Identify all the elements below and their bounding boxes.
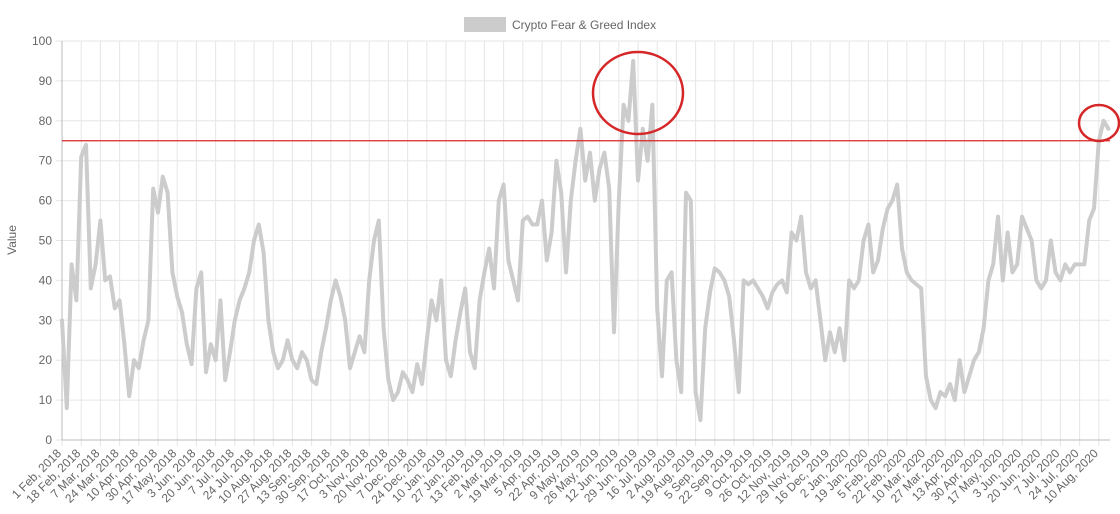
legend-label[interactable]: Crypto Fear & Greed Index <box>512 18 656 32</box>
y-axis-title: Value <box>5 225 19 255</box>
y-tick-label: 100 <box>32 34 52 48</box>
y-tick-label: 90 <box>39 74 53 88</box>
y-tick-label: 30 <box>39 313 53 327</box>
series-line <box>60 59 1111 423</box>
y-tick-label: 60 <box>39 194 53 208</box>
y-tick-label: 70 <box>39 154 53 168</box>
y-tick-label: 40 <box>39 273 53 287</box>
highlight-circle <box>591 50 685 136</box>
legend-swatch[interactable] <box>464 17 506 32</box>
y-tick-label: 0 <box>45 433 52 447</box>
highlight-circle <box>1077 103 1120 143</box>
y-tick-label: 10 <box>39 393 53 407</box>
y-tick-label: 50 <box>39 234 53 248</box>
plot <box>60 59 1111 423</box>
y-tick-label: 80 <box>39 114 53 128</box>
y-tick-label: 20 <box>39 353 53 367</box>
